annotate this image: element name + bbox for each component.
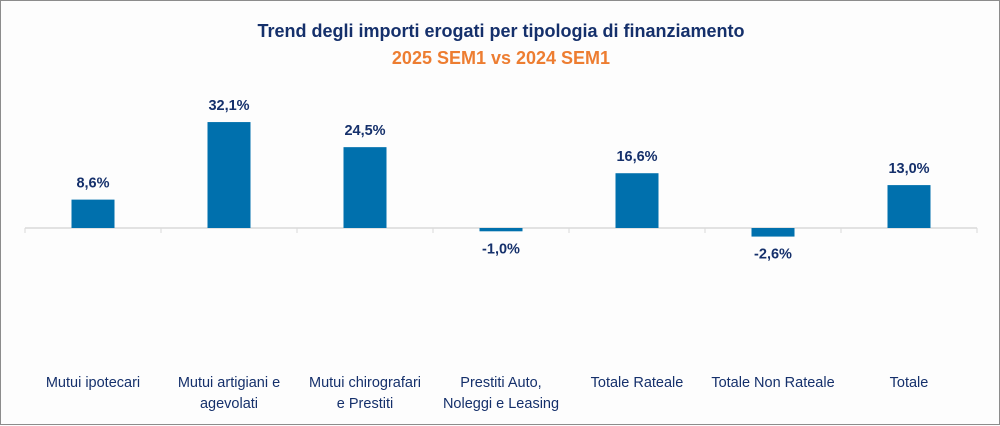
category-label: Mutui chirografari xyxy=(309,375,421,391)
bar xyxy=(751,228,795,237)
bar xyxy=(207,122,251,228)
data-label: -2,6% xyxy=(754,247,792,263)
data-label: 16,6% xyxy=(616,149,657,165)
data-label: 13,0% xyxy=(888,161,929,177)
chart-subtitle: 2025 SEM1 vs 2024 SEM1 xyxy=(392,48,610,68)
bar xyxy=(615,173,659,228)
data-label: 24,5% xyxy=(344,123,385,139)
bar xyxy=(479,228,523,232)
bar xyxy=(343,147,387,228)
category-label: Noleggi e Leasing xyxy=(443,396,559,412)
category-label: agevolati xyxy=(200,396,258,412)
category-label: Prestiti Auto, xyxy=(460,375,541,391)
bar xyxy=(887,185,931,228)
category-label: Totale xyxy=(890,375,929,391)
data-label: 32,1% xyxy=(208,98,249,114)
category-label: e Prestiti xyxy=(337,396,393,412)
category-label: Totale Rateale xyxy=(591,375,684,391)
bar xyxy=(71,199,115,228)
category-label: Mutui ipotecari xyxy=(46,375,140,391)
chart-title: Trend degli importi erogati per tipologi… xyxy=(257,21,744,41)
data-label: -1,0% xyxy=(482,241,520,257)
category-label: Mutui artigiani e xyxy=(178,375,280,391)
category-label: Totale Non Rateale xyxy=(711,375,834,391)
data-label: 8,6% xyxy=(76,176,109,192)
